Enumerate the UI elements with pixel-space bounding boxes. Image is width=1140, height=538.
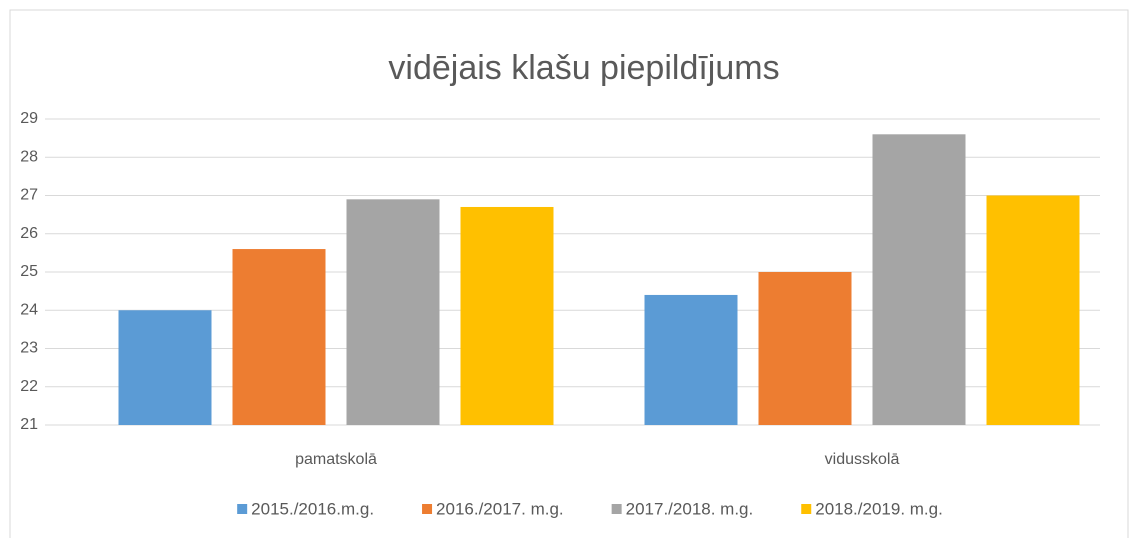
bar (118, 310, 212, 425)
y-tick-label: 25 (20, 263, 38, 280)
legend-label: 2016./2017. m.g. (436, 499, 564, 518)
y-tick-label: 27 (20, 187, 38, 204)
legend-label: 2018./2019. m.g. (815, 499, 943, 518)
bar (758, 272, 852, 425)
y-tick-label: 26 (20, 225, 38, 242)
legend-swatch (611, 504, 622, 514)
legend-swatch (237, 504, 248, 514)
y-tick-label: 28 (20, 148, 38, 165)
bar (460, 206, 554, 425)
bar (346, 199, 440, 425)
y-tick-label: 21 (20, 416, 38, 433)
y-tick-label: 23 (20, 340, 38, 357)
y-tick-label: 29 (20, 110, 38, 127)
x-tick-label: vidusskolā (825, 451, 900, 468)
bar (644, 294, 738, 425)
bar (232, 249, 326, 425)
bar (986, 195, 1080, 425)
y-tick-label: 24 (20, 301, 38, 318)
legend-swatch (801, 504, 812, 514)
x-tick-label: pamatskolā (295, 451, 377, 468)
bar (872, 134, 966, 426)
chart-title: vidējais klašu piepildījums (388, 49, 779, 87)
legend-swatch (422, 504, 433, 514)
y-tick-label: 22 (20, 378, 38, 395)
legend-label: 2015./2016.m.g. (251, 499, 374, 518)
legend-label: 2017./2018. m.g. (626, 499, 754, 518)
